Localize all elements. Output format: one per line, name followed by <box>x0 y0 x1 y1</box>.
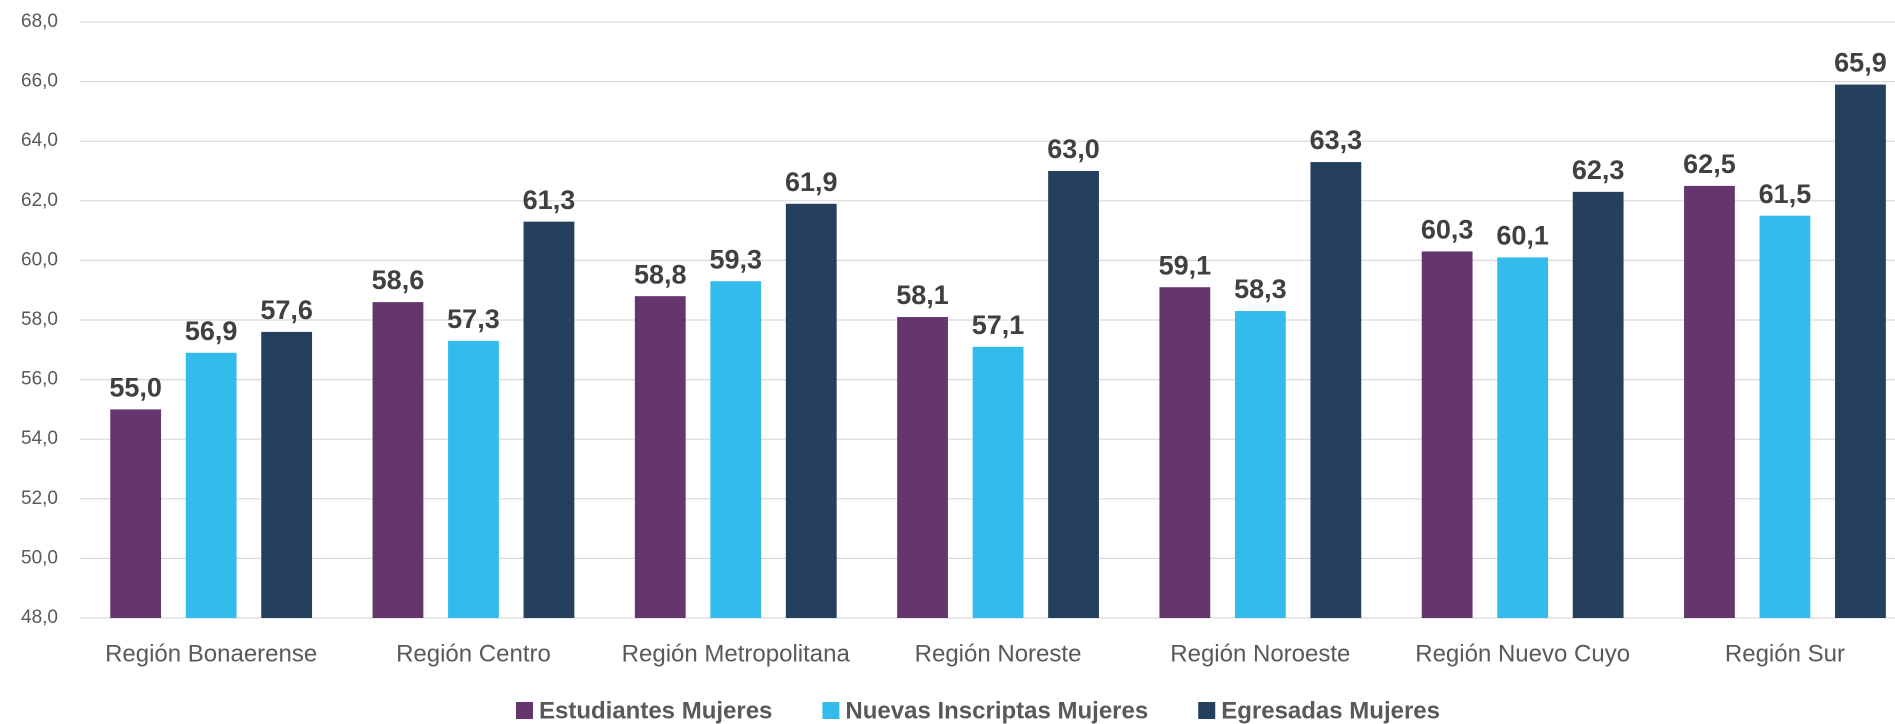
y-tick-label: 56,0 <box>21 369 58 390</box>
x-tick-label: Región Sur <box>1725 640 1845 667</box>
data-label: 58,3 <box>1234 274 1287 304</box>
bar <box>1310 162 1362 618</box>
bar <box>185 352 237 618</box>
data-label: 65,9 <box>1834 48 1887 78</box>
data-label: 63,0 <box>1047 134 1100 164</box>
legend-label: Estudiantes Mujeres <box>539 697 772 724</box>
data-label: 60,3 <box>1421 215 1474 245</box>
data-label: 55,0 <box>109 373 162 403</box>
data-label: 58,8 <box>634 259 687 289</box>
y-tick-label: 50,0 <box>21 547 58 568</box>
bar <box>972 346 1024 618</box>
x-tick-label: Región Noroeste <box>1170 640 1350 667</box>
bar <box>1159 287 1211 618</box>
legend-label: Egresadas Mujeres <box>1221 697 1440 724</box>
bar <box>1572 191 1624 619</box>
data-label: 62,5 <box>1683 149 1736 179</box>
y-tick-label: 62,0 <box>21 190 58 211</box>
data-label: 60,1 <box>1496 221 1549 251</box>
data-label: 57,1 <box>972 310 1025 340</box>
bar <box>372 302 424 618</box>
bar <box>1835 84 1886 618</box>
y-tick-label: 68,0 <box>21 11 58 32</box>
bar <box>1234 311 1286 618</box>
data-label: 59,1 <box>1159 250 1212 280</box>
data-label: 62,3 <box>1572 155 1625 185</box>
bar <box>1497 257 1549 618</box>
legend-swatch <box>516 702 533 719</box>
legend-swatch <box>822 702 840 719</box>
bar <box>710 281 762 618</box>
bar <box>1421 251 1473 618</box>
legend-swatch <box>1198 702 1216 719</box>
x-tick-label: Región Metropolitana <box>622 640 851 667</box>
x-tick-label: Región Bonaerense <box>105 640 317 667</box>
data-label: 61,5 <box>1759 179 1812 209</box>
y-tick-label: 64,0 <box>21 130 58 151</box>
bar <box>110 409 162 618</box>
bar <box>785 203 837 618</box>
data-label: 58,1 <box>896 280 949 310</box>
x-tick-label: Región Nuevo Cuyo <box>1415 640 1630 667</box>
bar <box>1684 185 1735 618</box>
bar <box>261 331 313 618</box>
bar <box>897 317 948 618</box>
data-label: 58,6 <box>372 265 425 295</box>
y-tick-label: 60,0 <box>21 249 58 270</box>
y-tick-label: 54,0 <box>21 428 58 449</box>
legend-label: Nuevas Inscriptas Mujeres <box>845 697 1148 724</box>
x-tick-label: Región Noreste <box>915 640 1082 667</box>
y-tick-label: 66,0 <box>21 71 58 92</box>
data-label: 61,9 <box>785 167 838 197</box>
data-label: 61,3 <box>523 185 576 215</box>
bar <box>1759 215 1811 618</box>
bar <box>1048 171 1099 618</box>
y-tick-label: 58,0 <box>21 309 58 330</box>
bar <box>634 296 686 618</box>
bar <box>523 221 575 618</box>
data-label: 56,9 <box>185 316 238 346</box>
data-label: 59,3 <box>709 244 762 274</box>
data-label: 57,6 <box>260 295 313 325</box>
y-tick-label: 48,0 <box>21 607 58 628</box>
x-tick-label: Región Centro <box>396 640 551 667</box>
y-tick-label: 52,0 <box>21 488 58 509</box>
data-label: 63,3 <box>1310 125 1363 155</box>
data-label: 57,3 <box>447 304 500 334</box>
bar <box>448 340 499 618</box>
